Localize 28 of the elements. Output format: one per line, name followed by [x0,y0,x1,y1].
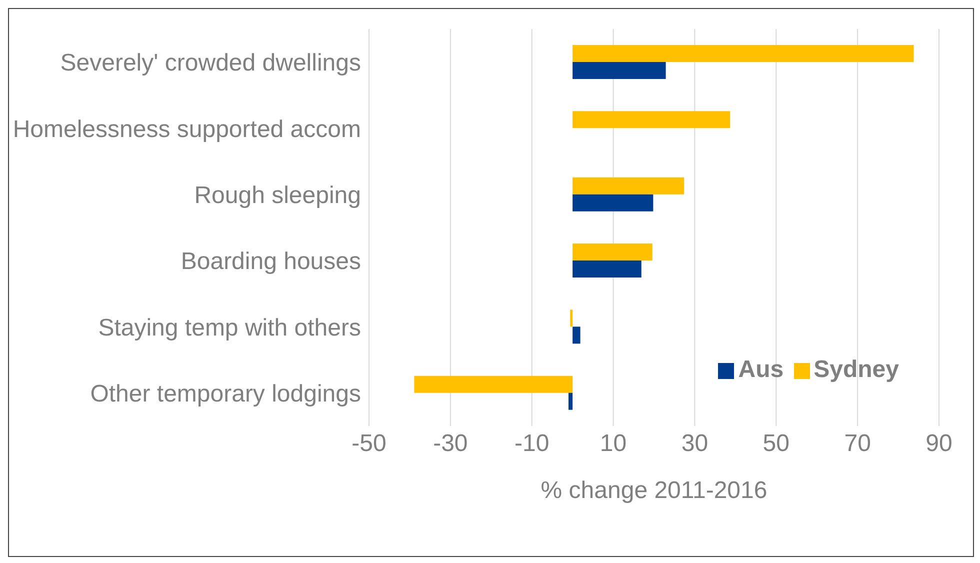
bar [572,244,652,260]
bar [572,260,642,278]
legend-label: Sydney [814,356,899,383]
x-tick-label: 90 [926,430,952,458]
y-tick-label: Other temporary lodgings [90,380,361,408]
x-tick-label: 70 [844,430,871,458]
x-axis-title: % change 2011-2016 [540,477,768,504]
bar [572,177,684,194]
y-tick-label: Homelessness supported accom [12,116,361,143]
bar [568,392,573,410]
x-tick-label: 50 [762,430,790,458]
bar [570,310,573,327]
x-tick-label: 10 [600,430,627,458]
x-tick-label: -10 [514,430,550,458]
bar [572,326,580,344]
y-tick-label: Rough sleeping [194,182,361,209]
legend-label: Aus [738,356,784,383]
y-tick-label: Severely' crowded dwellings [60,50,361,77]
y-tick-label: Boarding houses [180,248,361,276]
x-tick-label: 30 [681,430,708,458]
bar [572,194,654,212]
bar [572,45,914,62]
bar [572,111,730,128]
x-tick-label: -50 [352,430,386,458]
bar [414,376,573,393]
bar [572,62,666,79]
y-tick-label: Staying temp with others [98,314,361,342]
x-tick-label: -30 [433,430,468,458]
